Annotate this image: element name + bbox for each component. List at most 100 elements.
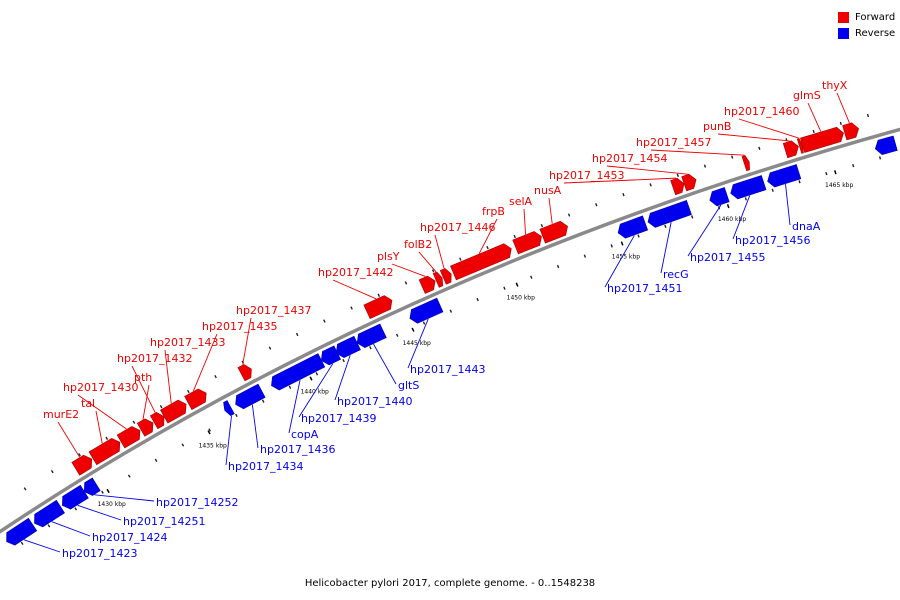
gene-thyX[interactable]	[842, 122, 859, 141]
gene-nusA[interactable]	[539, 220, 568, 244]
gene-label[interactable]: dnaA	[792, 220, 821, 233]
gene-leader	[836, 92, 850, 124]
scale-tick	[154, 458, 158, 462]
scale-tick	[664, 224, 667, 228]
gene-murE2[interactable]	[71, 454, 93, 476]
scale-tick	[377, 293, 381, 297]
gene-hp2017_1446[interactable]	[439, 268, 452, 285]
major-tick	[515, 282, 519, 287]
gene-dnaA[interactable]	[767, 164, 802, 188]
scale-tick	[323, 319, 326, 323]
gene-label[interactable]: hp2017_1456	[735, 234, 810, 247]
gene-hp2017_1432[interactable]	[149, 411, 165, 430]
gene-leader	[373, 343, 397, 385]
gene-hp2017_1436[interactable]	[235, 383, 266, 410]
scale-tick	[503, 286, 506, 290]
gene-hp2017_1430[interactable]	[116, 426, 141, 449]
gene-label[interactable]: recG	[663, 268, 689, 281]
gene-label[interactable]: hp2017_1437	[236, 304, 311, 317]
gene-label[interactable]: hp2017_1443	[410, 363, 485, 376]
gene-hp2017_1457[interactable]	[741, 155, 750, 172]
gene-label[interactable]: pth	[134, 371, 152, 384]
gene-hp2017_1451[interactable]	[617, 215, 649, 239]
gene-frpB[interactable]	[450, 243, 512, 281]
gene-leader	[807, 102, 822, 132]
gene-hp2017_1437[interactable]	[237, 364, 252, 382]
gene-selA[interactable]	[512, 231, 542, 255]
gene-label[interactable]: hp2017_1453	[549, 169, 624, 182]
scale-tick	[395, 333, 399, 337]
scale-tick	[839, 121, 842, 126]
gene-label[interactable]: hp2017_1451	[607, 282, 682, 295]
scale-tick	[47, 524, 51, 528]
gene-hp2017_1454[interactable]	[681, 173, 697, 192]
gene-hp2017_1460[interactable]	[796, 138, 804, 154]
gene-hp2017_1442[interactable]	[363, 295, 393, 320]
gene-recG[interactable]	[647, 200, 692, 228]
gene-punB[interactable]	[782, 140, 799, 159]
gene-label[interactable]: copA	[291, 428, 319, 441]
gene-label[interactable]: hp2017_1460	[724, 105, 799, 118]
gene-gltS[interactable]	[356, 323, 387, 349]
gene-hp2017_1453[interactable]	[670, 177, 685, 196]
gene-label[interactable]: punB	[703, 120, 731, 133]
gene-label[interactable]: plsY	[377, 250, 400, 263]
major-tick	[309, 376, 313, 381]
gene-label[interactable]: hp2017_1433	[150, 336, 225, 349]
gene-label[interactable]: hp2017_1432	[117, 352, 192, 365]
gene-hp2017_1443[interactable]	[409, 297, 444, 324]
gene-hp2017_1423[interactable]	[6, 517, 38, 546]
gene-label[interactable]: folB2	[404, 238, 432, 251]
gene-label[interactable]: hp2017_1434	[228, 460, 303, 473]
reverse-swatch	[838, 27, 849, 39]
gene-folB2[interactable]	[432, 271, 444, 288]
gene-label[interactable]: hp2017_1423	[62, 547, 137, 560]
gene-glmS[interactable]	[800, 126, 844, 153]
gene-leader	[391, 263, 426, 277]
gene-label[interactable]: frpB	[482, 205, 505, 218]
gene-label[interactable]: hp2017_1439	[301, 412, 376, 425]
gene-label[interactable]: hp2017_1436	[260, 443, 335, 456]
gene-hp2017_1435[interactable]	[184, 388, 207, 410]
gene-label[interactable]: glmS	[793, 89, 821, 102]
gene-label[interactable]: hp2017_1424	[92, 531, 167, 544]
scale-tick	[567, 213, 571, 217]
gene-label[interactable]: thyX	[822, 79, 848, 92]
gene-label[interactable]: hp2017_14251	[123, 515, 205, 528]
scale-tick	[649, 183, 652, 187]
gene-leader	[142, 384, 150, 420]
gene-leader	[604, 235, 635, 288]
scale-tick	[23, 487, 27, 491]
gene-label[interactable]: hp2017_14252	[156, 496, 238, 509]
gene-label[interactable]: murE2	[43, 408, 79, 421]
gene-label[interactable]: hp2017_1430	[63, 381, 138, 394]
gene-hp2017_1456[interactable]	[730, 175, 767, 200]
gene-label[interactable]: gltS	[398, 379, 419, 392]
gene-hp2017_1433[interactable]	[160, 399, 187, 424]
gene-label[interactable]: hp2017_1440	[337, 395, 412, 408]
gene-leader	[738, 118, 799, 139]
gene-hp2017_14252[interactable]	[83, 477, 101, 496]
gene-label[interactable]: hp2017_1446	[420, 221, 495, 234]
gene-label[interactable]: nusA	[534, 184, 562, 197]
scale-tick	[50, 469, 54, 474]
gene-label[interactable]: hp2017_1455	[690, 251, 765, 264]
gene-pth[interactable]	[136, 418, 154, 437]
gene-offscreen[interactable]	[874, 135, 898, 155]
scale-label: 1465 kbp	[825, 182, 853, 189]
gene-label[interactable]: tal	[81, 397, 95, 410]
scale-label: 1445 kbp	[403, 340, 431, 347]
gene-label[interactable]: hp2017_1442	[318, 266, 393, 279]
scale-tick	[878, 156, 882, 160]
gene-hp2017_1434[interactable]	[223, 400, 235, 417]
gene-tal[interactable]	[88, 437, 121, 466]
gene-label[interactable]: hp2017_1457	[636, 136, 711, 149]
gene-hp2017_1424[interactable]	[34, 499, 65, 528]
gene-label[interactable]: selA	[509, 195, 533, 208]
gene-plsY[interactable]	[418, 275, 436, 294]
scale-tick	[181, 443, 185, 447]
gene-label[interactable]: hp2017_1454	[592, 152, 667, 165]
gene-label[interactable]: hp2017_1435	[202, 320, 277, 333]
gene-hp2017_1455[interactable]	[709, 187, 730, 207]
gene-leader	[192, 333, 218, 392]
